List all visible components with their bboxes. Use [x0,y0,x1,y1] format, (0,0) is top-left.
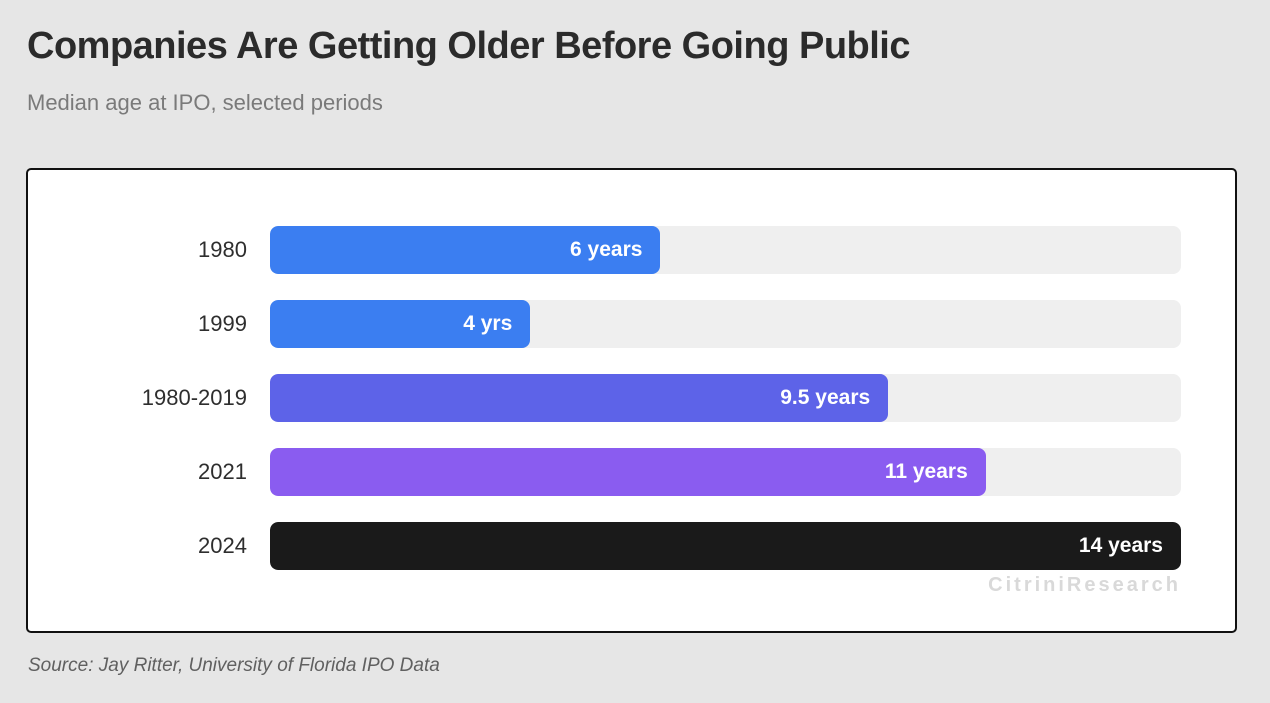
bar: 6 years [270,226,661,274]
value-label: 4 yrs [463,312,513,335]
bar-track: 4 yrs [270,300,1181,348]
chart-panel: 1980 6 years 1999 4 yrs 1980-2019 9.5 ye… [26,168,1237,633]
bar: 11 years [270,448,986,496]
bar-row: 1980-2019 9.5 years [28,374,1181,422]
bar: 4 yrs [270,300,531,348]
category-label: 1980 [198,237,247,262]
bar-track: 14 years [270,522,1181,570]
chart-page: Companies Are Getting Older Before Going… [0,0,1270,116]
category-label: 2021 [198,459,247,484]
bar-row: 2024 14 years [28,522,1181,570]
bar: 9.5 years [270,374,889,422]
bar-track: 6 years [270,226,1181,274]
value-label: 14 years [1078,534,1163,557]
page-title: Companies Are Getting Older Before Going… [27,25,911,67]
page-subtitle: Median age at IPO, selected periods [27,89,383,115]
category-label: 1980-2019 [141,385,247,410]
category-label: 2024 [198,533,247,558]
category-label: 1999 [198,311,247,336]
value-label: 11 years [884,460,968,483]
bar-row: 2021 11 years [28,448,1181,496]
bar: 14 years [270,522,1181,570]
bar-row: 1980 6 years [28,226,1181,274]
bar-row: 1999 4 yrs [28,300,1181,348]
bar-chart: 1980 6 years 1999 4 yrs 1980-2019 9.5 ye… [28,226,1181,596]
value-label: 6 years [570,238,643,261]
bar-track: 9.5 years [270,374,1181,422]
bar-track: 11 years [270,448,1181,496]
watermark: CitriniResearch [988,574,1181,596]
value-label: 9.5 years [780,386,871,409]
source-note: Source: Jay Ritter, University of Florid… [28,655,440,676]
